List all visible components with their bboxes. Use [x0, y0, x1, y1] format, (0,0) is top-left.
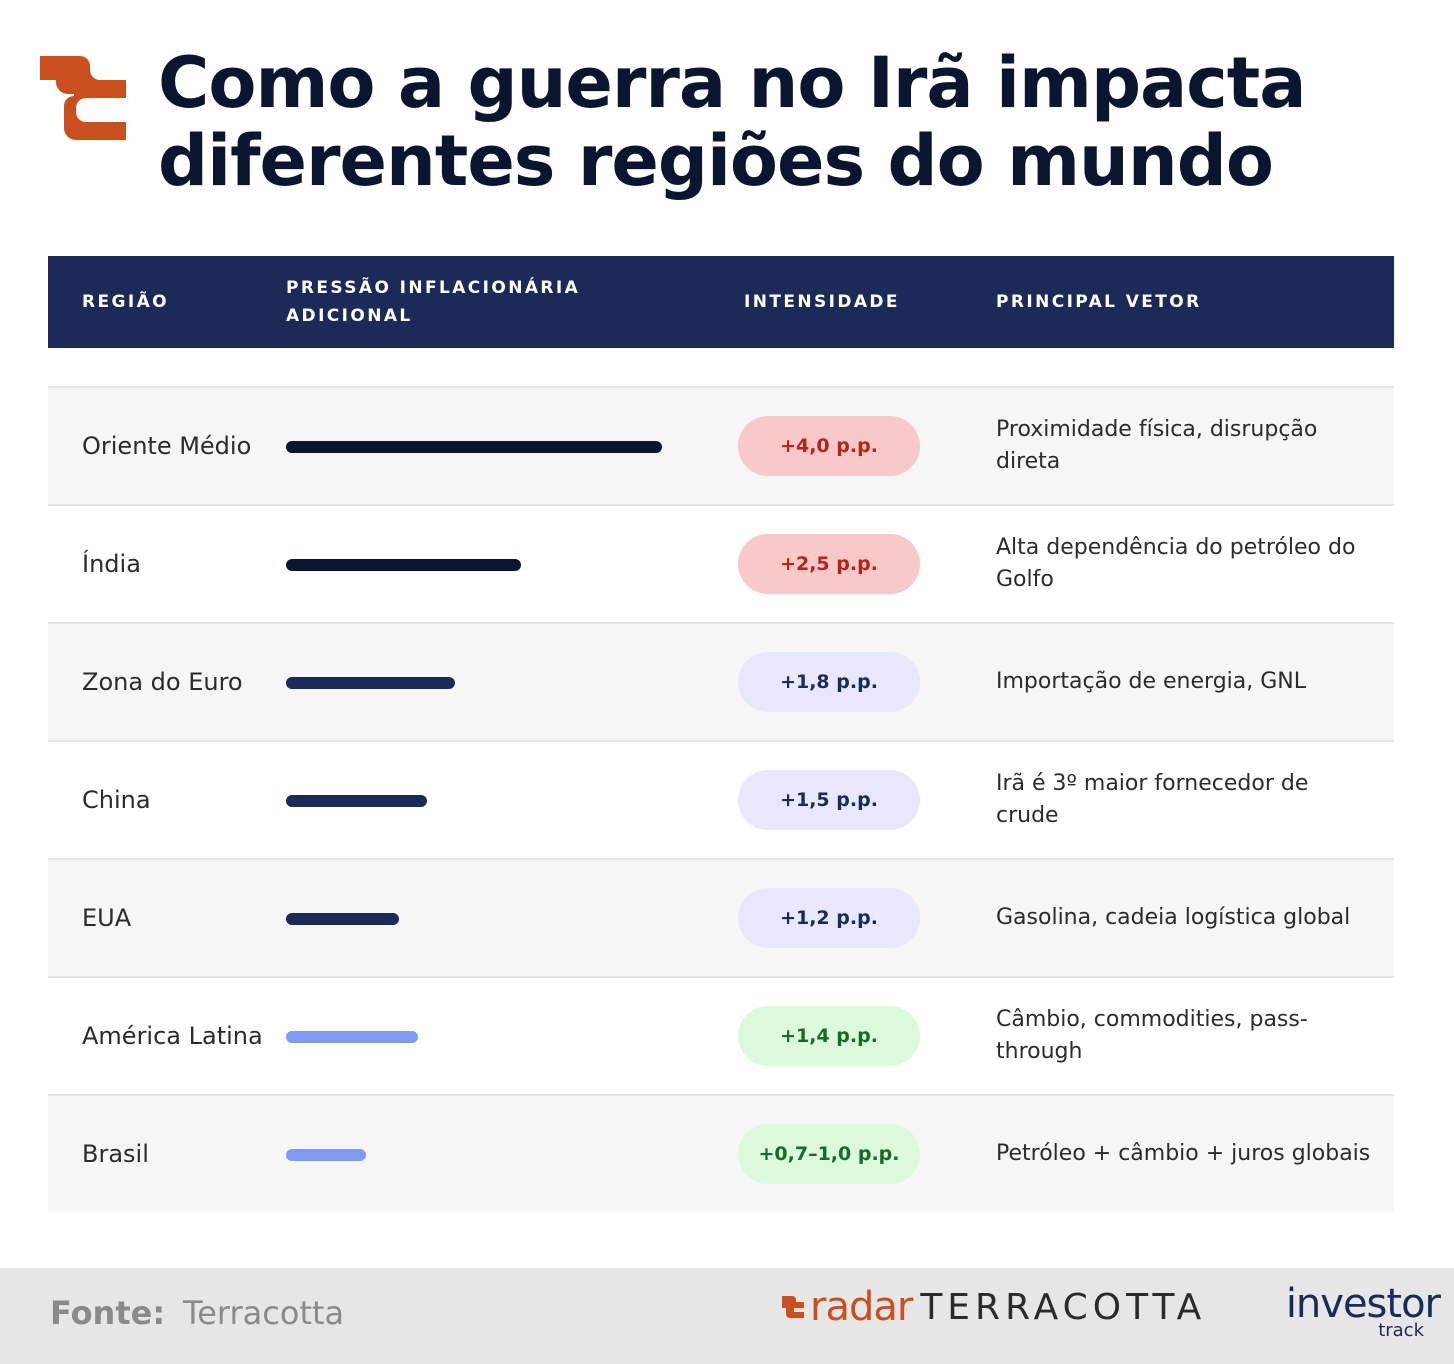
region-name: Índia: [82, 550, 141, 578]
region-name: América Latina: [82, 1022, 263, 1050]
main-vector: Importação de energia, GNL: [996, 669, 1306, 694]
pressure-bar: [286, 913, 399, 925]
region-name: Oriente Médio: [82, 432, 252, 460]
pressure-bar: [286, 677, 455, 689]
region-name: China: [82, 786, 151, 814]
intensity-badge: +4,0 p.p.: [738, 416, 920, 476]
title-line-1: Como a guerra no Irã impacta: [158, 42, 1306, 124]
region-name: Brasil: [82, 1140, 149, 1168]
main-vector: Gasolina, cadeia logística global: [996, 905, 1351, 930]
intensity-badge: +1,5 p.p.: [738, 770, 920, 830]
page-title: Como a guerra no Irã impacta diferentes …: [158, 44, 1428, 200]
column-header-intensity: INTENSIDADE: [744, 292, 900, 312]
intensity-badge: +0,7–1,0 p.p.: [738, 1124, 920, 1184]
table-row: Oriente Médio +4,0 p.p. Proximidade física…: [48, 386, 1394, 504]
table-row: China +1,5 p.p. Irã é 3º maior fornecedor …: [48, 740, 1394, 858]
pressure-bar: [286, 1149, 366, 1161]
brand-terracotta: TERRACOTTA: [920, 1286, 1207, 1328]
radar-mark-icon: [782, 1296, 804, 1318]
column-header-region: REGIÃO: [82, 292, 169, 312]
brand-investor: investor: [1285, 1281, 1441, 1327]
intensity-badge: +2,5 p.p.: [738, 534, 920, 594]
table-row: Brasil +0,7–1,0 p.p. Petróleo + câmbio + j…: [48, 1094, 1394, 1212]
table-row: América Latina +1,4 p.p. Câmbio, commoditi…: [48, 976, 1394, 1094]
table-row: Índia +2,5 p.p. Alta dependência do petról…: [48, 504, 1394, 622]
pressure-bar: [286, 441, 662, 453]
main-vector: Proximidade física, disrupção direta: [996, 417, 1318, 474]
brand-radar: radar: [810, 1284, 913, 1330]
intensity-badge: +1,2 p.p.: [738, 888, 920, 948]
table-body: Oriente Médio +4,0 p.p. Proximidade física…: [48, 386, 1394, 1212]
source-note: Fonte: Terracotta: [50, 1294, 344, 1332]
pressure-bar: [286, 795, 427, 807]
intensity-badge: +1,4 p.p.: [738, 1006, 920, 1066]
radar-terracotta-logo: radar TERRACOTTA: [780, 1284, 1206, 1330]
title-line-2: diferentes regiões do mundo: [158, 120, 1274, 202]
source-value: Terracotta: [183, 1294, 345, 1332]
region-name: Zona do Euro: [82, 668, 243, 696]
table-row: Zona do Euro +1,8 p.p. Importação de energ…: [48, 622, 1394, 740]
footer: Fonte: Terracotta radar TERRACOTTA invest…: [0, 1268, 1454, 1364]
main-vector: Irã é 3º maior fornecedor de crude: [996, 771, 1309, 828]
column-header-vector: PRINCIPAL VETOR: [996, 292, 1202, 312]
source-label: Fonte:: [50, 1294, 166, 1332]
table-row: EUA +1,2 p.p. Gasolina, cadeia logística g…: [48, 858, 1394, 976]
region-name: EUA: [82, 904, 132, 932]
investor-track-logo: investor track: [1270, 1281, 1441, 1341]
main-vector: Câmbio, commodities, pass-through: [996, 1007, 1308, 1064]
main-vector: Petróleo + câmbio + juros globais: [996, 1141, 1371, 1166]
terracotta-mark-icon: [40, 56, 126, 140]
table-header: REGIÃO PRESSÃO INFLACIONÁRIA ADICIONAL I…: [48, 256, 1394, 348]
brand-track: track: [1378, 1320, 1424, 1341]
intensity-badge: +1,8 p.p.: [738, 652, 920, 712]
pressure-bar: [286, 1031, 418, 1043]
main-vector: Alta dependência do petróleo do Golfo: [996, 535, 1356, 592]
column-header-pressure: PRESSÃO INFLACIONÁRIA ADICIONAL: [286, 278, 581, 326]
pressure-bar: [286, 559, 521, 571]
